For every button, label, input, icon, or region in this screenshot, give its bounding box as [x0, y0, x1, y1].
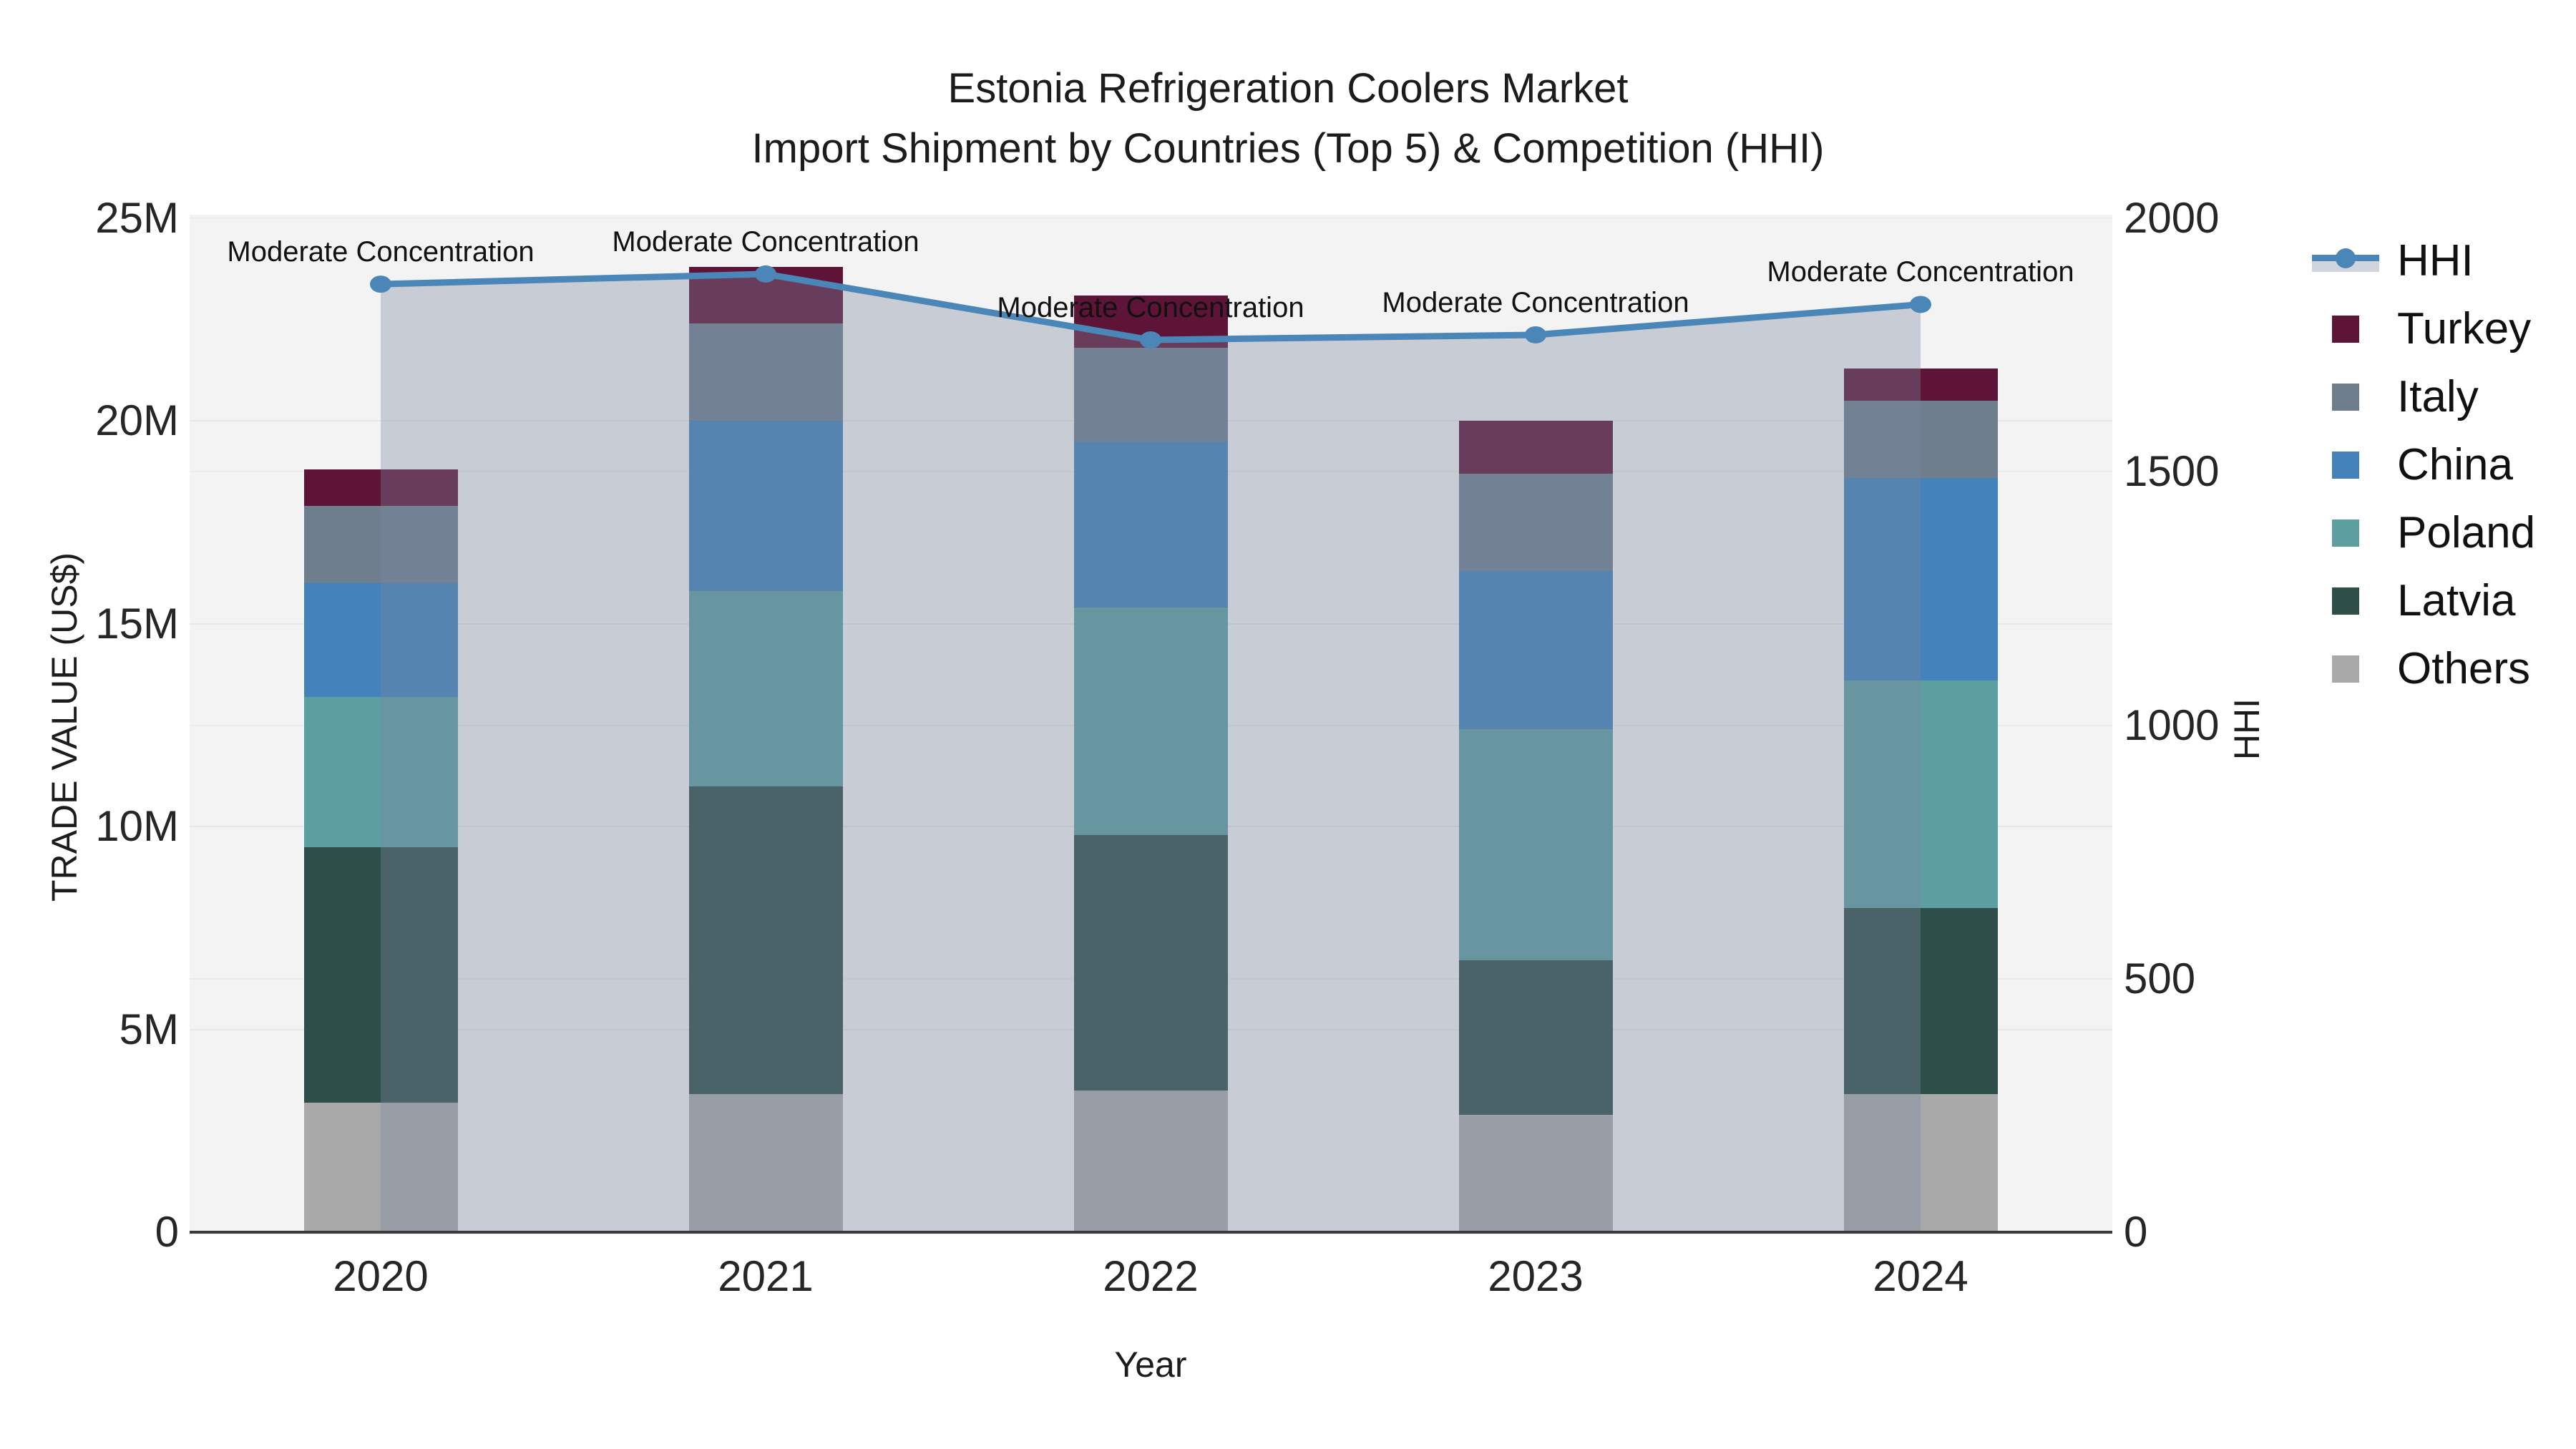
y-right-tick-1500: 1500	[2124, 447, 2220, 496]
bar-segment-others-2021[interactable]	[688, 1094, 843, 1232]
legend-label-hhi: HHI	[2397, 235, 2474, 286]
bar-segment-china-2024[interactable]	[1843, 477, 1998, 681]
x-tick-2022: 2022	[1103, 1252, 1199, 1300]
legend-item-latvia[interactable]: Latvia	[2310, 567, 2535, 635]
bar-segment-italy-2024[interactable]	[1843, 401, 1998, 478]
chart-title-line1: Estonia Refrigeration Coolers Market	[947, 65, 1629, 112]
y-left-tick-25M: 25M	[95, 194, 179, 242]
bar-segment-others-2023[interactable]	[1458, 1114, 1613, 1232]
bar-segment-italy-2023[interactable]	[1458, 474, 1613, 572]
legend-label-latvia: Latvia	[2397, 575, 2516, 625]
legend: HHI Turkey Italy China Poland Latvia Others	[2310, 227, 2535, 703]
bar-segment-latvia-2022[interactable]	[1073, 834, 1228, 1091]
bar-segment-turkey-2024[interactable]	[1843, 368, 1998, 401]
legend-item-italy[interactable]: Italy	[2310, 363, 2535, 431]
bar-segment-poland-2020[interactable]	[303, 696, 458, 847]
hhi-line-legend-icon	[2310, 248, 2381, 272]
hhi-marker-2020[interactable]	[370, 275, 391, 293]
bar-segment-latvia-2021[interactable]	[688, 786, 843, 1095]
y-left-tick-5M: 5M	[119, 1005, 179, 1053]
bar-segment-italy-2020[interactable]	[303, 506, 458, 584]
x-tick-2023: 2023	[1488, 1252, 1584, 1300]
poland-swatch-icon	[2310, 519, 2381, 547]
x-axis-title: Year	[1114, 1345, 1187, 1385]
y-right-tick-2000: 2000	[2124, 194, 2220, 242]
bar-segment-others-2022[interactable]	[1073, 1090, 1228, 1232]
y-left-tick-0: 0	[155, 1208, 179, 1256]
x-axis-line	[190, 1231, 2112, 1234]
bar-segment-china-2023[interactable]	[1458, 571, 1613, 730]
bar-segment-poland-2023[interactable]	[1458, 729, 1613, 961]
annotation-moderate-concentration-2020: Moderate Concentration	[227, 236, 535, 268]
latvia-swatch-icon	[2310, 587, 2381, 615]
x-tick-2024: 2024	[1873, 1252, 1968, 1300]
hhi-marker-2023[interactable]	[1525, 326, 1546, 343]
legend-item-china[interactable]: China	[2310, 431, 2535, 499]
turkey-swatch-icon	[2310, 315, 2381, 343]
hhi-marker-2022[interactable]	[1140, 331, 1161, 349]
legend-item-turkey[interactable]: Turkey	[2310, 295, 2535, 363]
bar-segment-italy-2022[interactable]	[1073, 348, 1228, 441]
bar-segment-china-2020[interactable]	[303, 583, 458, 697]
others-swatch-icon	[2310, 655, 2381, 683]
bar-segment-others-2024[interactable]	[1843, 1094, 1998, 1232]
bar-segment-latvia-2024[interactable]	[1843, 907, 1998, 1095]
legend-item-poland[interactable]: Poland	[2310, 499, 2535, 567]
y-right-tick-1000: 1000	[2124, 701, 2220, 749]
bar-segment-poland-2024[interactable]	[1843, 680, 1998, 908]
bar-segment-turkey-2023[interactable]	[1458, 421, 1613, 474]
hhi-marker-2021[interactable]	[755, 265, 776, 283]
y-axis-title-left: TRADE VALUE (US$)	[44, 552, 84, 902]
legend-label-china: China	[2397, 439, 2513, 489]
bar-segment-china-2021[interactable]	[688, 421, 843, 592]
bar-segment-poland-2022[interactable]	[1073, 608, 1228, 835]
annotation-moderate-concentration-2021: Moderate Concentration	[612, 225, 919, 258]
bar-segment-others-2020[interactable]	[303, 1102, 458, 1232]
annotation-moderate-concentration-2023: Moderate Concentration	[1382, 286, 1689, 318]
y-left-tick-15M: 15M	[95, 599, 179, 648]
legend-label-poland: Poland	[2397, 507, 2536, 557]
y-right-tick-0: 0	[2124, 1208, 2148, 1256]
hhi-marker-2024[interactable]	[1910, 296, 1931, 313]
y-right-tick-500: 500	[2124, 954, 2196, 1002]
legend-label-others: Others	[2397, 643, 2531, 693]
y-left-tick-20M: 20M	[95, 396, 179, 445]
legend-label-italy: Italy	[2397, 371, 2479, 421]
x-tick-2021: 2021	[718, 1252, 814, 1300]
china-swatch-icon	[2310, 451, 2381, 479]
legend-label-turkey: Turkey	[2397, 303, 2532, 353]
bar-segment-turkey-2020[interactable]	[303, 469, 458, 507]
legend-item-hhi[interactable]: HHI	[2310, 227, 2535, 295]
bar-segment-latvia-2023[interactable]	[1458, 960, 1613, 1115]
y-left-tick-10M: 10M	[95, 802, 179, 851]
bar-segment-china-2022[interactable]	[1073, 441, 1228, 608]
legend-item-others[interactable]: Others	[2310, 635, 2535, 703]
gridline-hhi-2000	[190, 218, 2112, 219]
plot-area: Moderate Concentration Moderate Concentra…	[190, 215, 2112, 1234]
bar-segment-italy-2021[interactable]	[688, 323, 843, 421]
bar-segment-latvia-2020[interactable]	[303, 847, 458, 1103]
chart-title-line2: Import Shipment by Countries (Top 5) & C…	[751, 125, 1825, 172]
bar-segment-poland-2021[interactable]	[688, 591, 843, 786]
italy-swatch-icon	[2310, 383, 2381, 411]
x-tick-2020: 2020	[333, 1252, 429, 1300]
annotation-moderate-concentration-2024: Moderate Concentration	[1767, 256, 2074, 288]
